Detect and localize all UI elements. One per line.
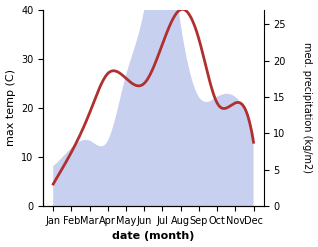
Y-axis label: med. precipitation (kg/m2): med. precipitation (kg/m2) <box>302 42 313 173</box>
Y-axis label: max temp (C): max temp (C) <box>5 69 16 146</box>
X-axis label: date (month): date (month) <box>112 231 195 242</box>
